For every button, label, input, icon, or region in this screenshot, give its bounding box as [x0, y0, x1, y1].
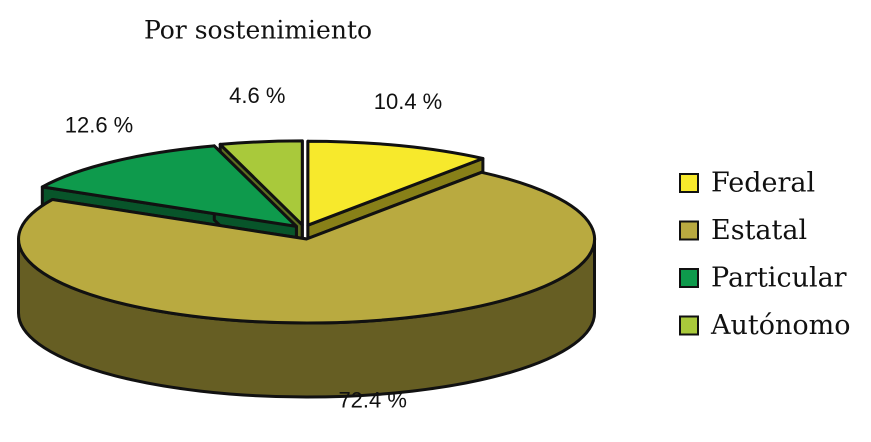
data-label: 12.6 %: [65, 113, 134, 138]
legend-label: Particular: [711, 263, 847, 294]
slice: [218, 139, 304, 227]
data-label: 72.4 %: [338, 388, 407, 413]
legend-label: Federal: [711, 168, 815, 199]
legend-swatch: [679, 315, 699, 336]
slice: [40, 144, 298, 228]
slice: [17, 170, 597, 325]
slice: [306, 139, 485, 227]
legend-swatch: [679, 220, 699, 241]
legend-label: Autónomo: [710, 310, 851, 341]
data-label: 10.4 %: [374, 89, 443, 114]
legend-swatch: [679, 173, 699, 193]
data-label: 4.6 %: [229, 83, 285, 108]
chart-title: Por sostenimiento: [144, 16, 372, 45]
legend-label: Estatal: [711, 215, 807, 246]
legend-swatch: [679, 268, 699, 288]
